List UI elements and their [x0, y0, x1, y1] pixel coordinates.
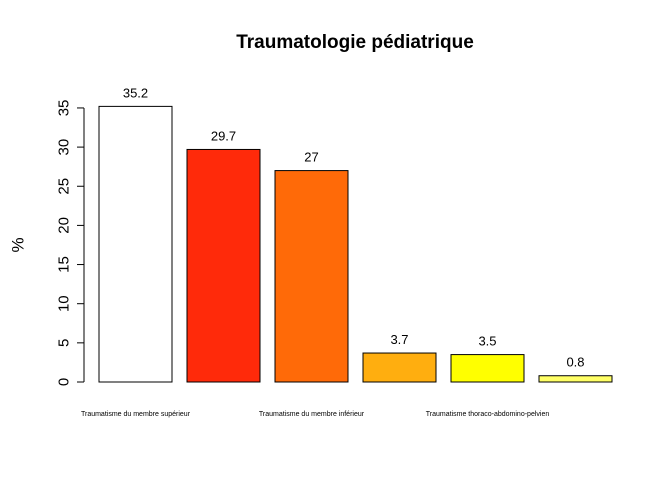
bar — [538, 375, 613, 383]
y-axis-label: % — [9, 237, 28, 252]
bar — [186, 148, 261, 383]
data-label: 29.7 — [211, 128, 236, 143]
bar — [98, 105, 173, 383]
category-labels: Traumatisme du membre supérieur Traumatis… — [81, 411, 549, 418]
bars — [98, 105, 613, 383]
y-tick-label: 10 — [56, 295, 73, 312]
y-tick-label: 25 — [56, 178, 73, 195]
data-label: 0.8 — [566, 355, 584, 370]
bar — [450, 354, 525, 383]
value-labels: 35.2 29.7 27 3.7 3.5 0.8 — [123, 85, 585, 369]
y-tick-label: 5 — [56, 339, 73, 347]
x-tick-label: Traumatisme du membre inférieur — [259, 411, 365, 418]
data-label: 3.7 — [390, 332, 408, 347]
y-tick-label: 35 — [56, 100, 73, 117]
x-tick-label: Traumatisme thoraco-abdomino-pelvien — [426, 411, 550, 418]
data-label: 35.2 — [123, 85, 148, 100]
y-tick-label: 30 — [56, 139, 73, 156]
data-label: 27 — [304, 150, 318, 165]
data-label: 3.5 — [478, 334, 496, 349]
bar — [362, 352, 437, 383]
chart-title: Traumatologie pédiatrique — [236, 32, 474, 53]
y-tick-label: 20 — [56, 217, 73, 234]
x-tick-label: Traumatisme du membre supérieur — [81, 411, 191, 418]
bar — [274, 170, 349, 383]
y-axis: 0 5 10 15 20 25 30 35 — [56, 100, 85, 386]
y-tick-label: 15 — [56, 256, 73, 273]
y-tick-label: 0 — [56, 378, 73, 386]
